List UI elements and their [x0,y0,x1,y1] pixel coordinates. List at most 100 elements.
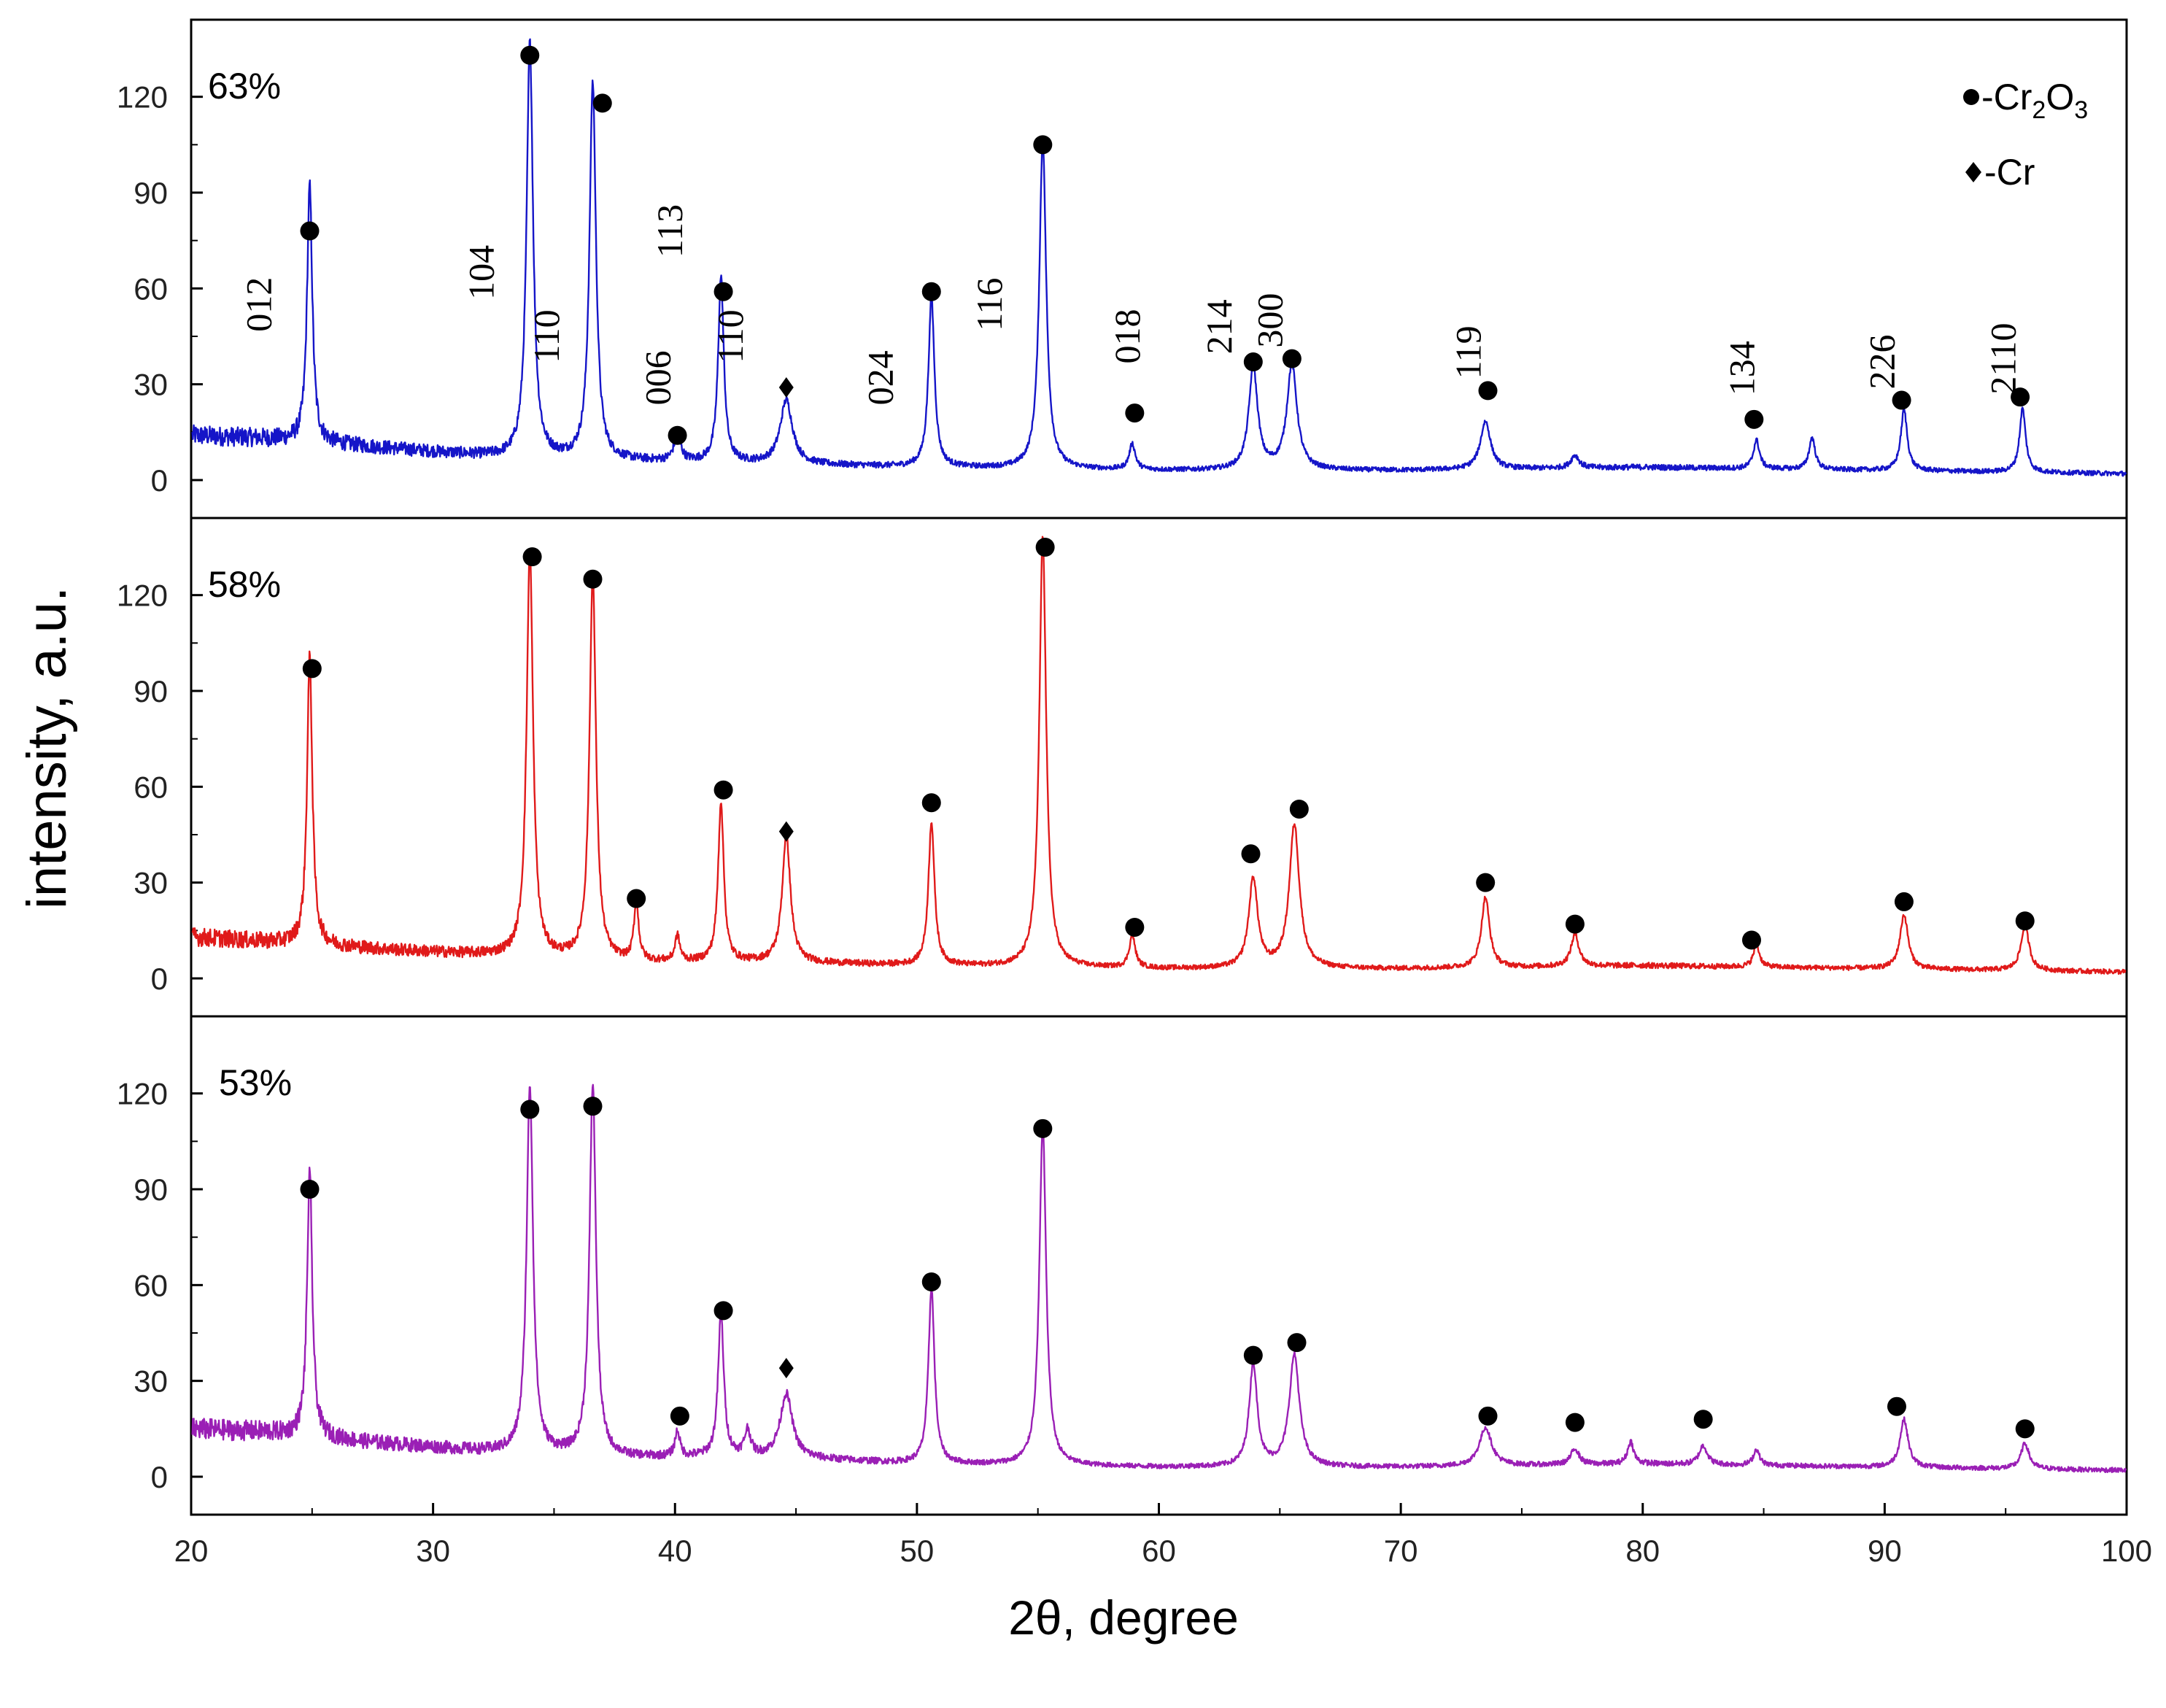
cr2o3-marker [627,889,646,908]
x-tick-label: 20 [174,1534,209,1568]
cr2o3-marker [1282,349,1301,368]
hkl-label: 113 [649,204,690,258]
cr2o3-marker [1243,352,1263,372]
cr2o3-marker [713,282,733,301]
y-tick-label: 120 [117,1077,168,1111]
cr2o3-marker [302,659,322,679]
y-tick-label: 90 [134,674,168,708]
y-tick-label: 120 [117,80,168,115]
y-tick-label: 30 [134,866,168,900]
hkl-label: 116 [969,278,1010,331]
panel-label: 58% [208,564,281,605]
legend-text-part: -Cr [1981,77,2032,117]
x-axis: 20 30 40 50 60 70 80 90 100 [174,1503,2152,1568]
cr2o3-marker [1476,873,1496,892]
y-axis-title: intensity, a.u. [16,587,78,909]
cr2o3-marker [583,1097,603,1116]
hkl-label: 110 [710,309,751,363]
panel-63pct: 0 30 60 90 120 63% 012 104 110 006 113 110 024 116 018… [117,18,2128,519]
cr2o3-marker [1565,914,1585,934]
cr2o3-marker [1289,799,1309,819]
x-tick-label: 50 [900,1534,935,1568]
cr-marker [778,821,794,842]
legend-cr-symbol [1965,162,1981,182]
legend-subscript: 2 [2032,96,2046,124]
cr2o3-marker [1287,1333,1307,1353]
x-tick-label: 70 [1384,1534,1418,1568]
x-tick-label: 30 [416,1534,450,1568]
cr2o3-marker [1033,135,1053,155]
panel-53pct: 0 30 60 90 120 53% [117,1015,2128,1516]
x-tick-label: 80 [1625,1534,1660,1568]
panel-label: 53% [219,1062,292,1103]
cr2o3-marker [1894,892,1914,911]
hkl-label: 119 [1448,325,1489,379]
cr2o3-marker [713,780,733,800]
cr2o3-marker [1035,538,1055,557]
legend-cr-label: -Cr [1984,152,2035,193]
cr2o3-marker [1125,403,1145,423]
cr2o3-marker [921,1272,941,1291]
cr2o3-marker [2011,387,2030,407]
y-tick-label: 60 [134,271,168,306]
y-tick-label: 120 [117,579,168,613]
cr2o3-marker [921,282,941,301]
hkl-label: 214 [1199,299,1239,354]
series-line [191,38,2127,477]
cr2o3-marker [670,1406,689,1426]
y-tick-label: 0 [151,463,168,498]
cr2o3-marker [592,93,612,113]
x-axis-title: 2θ, degree [1008,1591,1239,1645]
hkl-label: 024 [860,350,901,405]
cr2o3-marker [300,1180,320,1199]
hkl-label: 104 [461,245,502,300]
y-tick-label: 60 [134,1268,168,1302]
cr2o3-marker [1887,1396,1906,1416]
panel-label: 63% [208,66,281,107]
legend-cr2o3-symbol [1963,89,1979,105]
cr2o3-marker [1478,381,1498,401]
cr2o3-marker [1892,390,1911,410]
x-tick-label: 90 [1868,1534,1902,1568]
cr2o3-marker [921,793,941,813]
hkl-label: 2110 [1983,323,2024,395]
series-line [191,536,2127,975]
cr2o3-marker [583,569,603,589]
y-tick-label: 30 [134,1364,168,1399]
y-tick-label: 0 [151,1460,168,1494]
series-line [191,1083,2127,1474]
cr2o3-marker [1033,1118,1053,1138]
cr2o3-marker [522,547,542,567]
hkl-label: 018 [1107,309,1148,364]
cr2o3-marker [1744,409,1764,429]
y-tick-label: 90 [134,1172,168,1207]
cr2o3-marker [2015,1419,2035,1439]
cr2o3-marker [520,1100,540,1119]
cr2o3-marker [1125,917,1145,937]
y-tick-label: 0 [151,962,168,996]
y-tick-label: 60 [134,770,168,804]
cr2o3-marker [520,45,540,65]
cr2o3-marker [1241,844,1261,864]
cr2o3-marker [1565,1413,1585,1432]
x-tick-label: 60 [1142,1534,1176,1568]
hkl-label: 300 [1250,293,1291,348]
cr2o3-marker [1243,1345,1263,1365]
hkl-label: 110 [526,309,567,363]
hkl-label: 134 [1721,341,1762,395]
legend-cr2o3-label: -Cr2O3 [1981,77,2088,124]
hkl-label: 012 [238,277,279,332]
y-tick-label: 30 [134,368,168,402]
x-tick-label: 40 [658,1534,692,1568]
legend-subscript: 3 [2074,96,2088,124]
x-tick-label: 100 [2101,1534,2152,1568]
panel-58pct: 0 30 60 90 120 58% [117,517,2128,1018]
y-tick-label: 90 [134,176,168,210]
cr2o3-marker [300,221,320,241]
hkl-label: 226 [1862,335,1903,390]
cr-marker [778,1358,794,1379]
hkl-label: 006 [638,350,678,405]
